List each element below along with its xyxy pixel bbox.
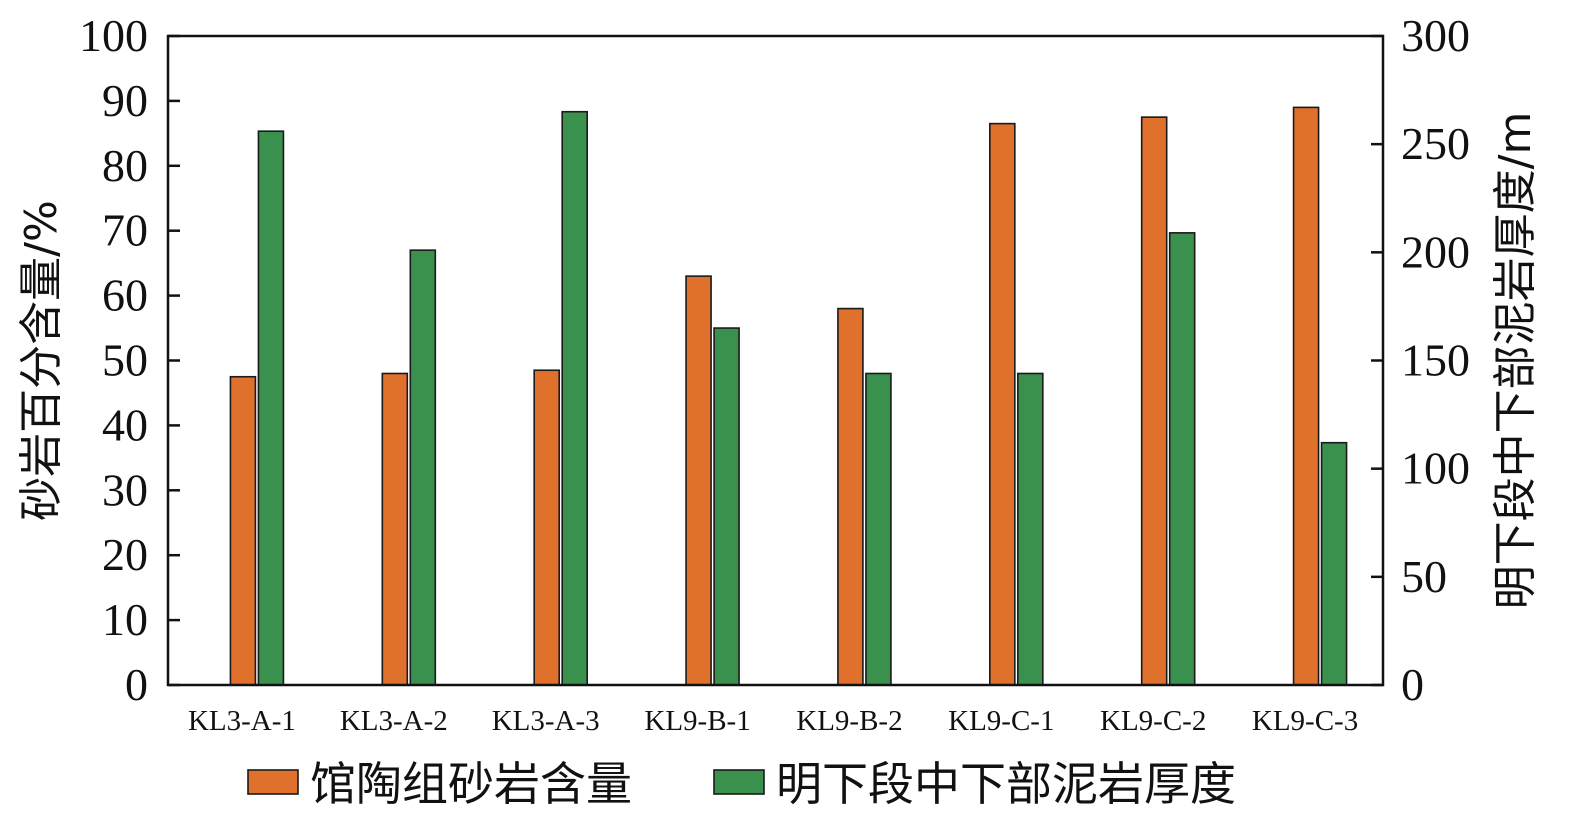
left-tick-label: 30 xyxy=(102,464,148,515)
bar-mudstone-thickness xyxy=(409,249,437,686)
left-tick-label: 100 xyxy=(79,10,148,61)
right-axis: 0 50 100 150 200 250 300 xyxy=(1371,10,1470,710)
right-tick-label: 250 xyxy=(1401,118,1470,169)
x-tick-label: KL9-C-2 xyxy=(1100,705,1206,737)
x-tick-label: KL9-B-1 xyxy=(644,705,750,737)
x-tick-label: KL9-C-1 xyxy=(948,705,1054,737)
bar-sandstone-content xyxy=(1292,106,1320,686)
bar-sandstone-content xyxy=(381,372,409,686)
legend: 馆陶组砂岩含量 明下段中下部泥岩厚度 xyxy=(247,757,1236,811)
bar-sandstone-content xyxy=(533,369,560,686)
bar-sandstone-content xyxy=(685,275,712,686)
legend-swatch-mudstone xyxy=(713,769,765,795)
legend-label-mudstone: 明下段中下部泥岩厚度 xyxy=(776,757,1236,811)
bars-group xyxy=(229,106,1348,686)
left-tick-label: 80 xyxy=(102,140,148,191)
left-axis: 0 10 20 30 40 50 60 70 80 90 100 xyxy=(79,10,180,710)
bar-sandstone-content xyxy=(229,375,257,686)
right-tick-label: 0 xyxy=(1401,659,1424,710)
right-tick-label: 150 xyxy=(1401,335,1470,386)
y-axis-title-right: 明下段中下部泥岩厚度/m xyxy=(1490,112,1541,610)
bar-mudstone-thickness xyxy=(1017,372,1044,686)
bar-sandstone-content xyxy=(1140,116,1168,686)
legend-swatch-sandstone xyxy=(247,769,299,795)
right-tick-label: 200 xyxy=(1401,226,1470,277)
left-tick-label: 60 xyxy=(102,270,148,321)
x-axis: KL3-A-1 KL3-A-2 KL3-A-3 KL9-B-1 KL9-B-2 KL9-C… xyxy=(188,705,1358,737)
bar-sandstone-content xyxy=(989,122,1016,686)
left-tick-label: 50 xyxy=(102,335,148,386)
bar-mudstone-thickness xyxy=(1168,232,1196,686)
bar-mudstone-thickness xyxy=(713,327,740,686)
x-tick-label: KL3-A-1 xyxy=(188,705,296,737)
left-tick-label: 40 xyxy=(102,399,148,450)
left-tick-label: 0 xyxy=(125,659,148,710)
y-axis-title-left: 砂岩百分含量/% xyxy=(16,200,67,521)
x-tick-label: KL3-A-3 xyxy=(492,705,600,737)
left-tick-label: 70 xyxy=(102,205,148,256)
right-tick-label: 300 xyxy=(1401,10,1470,61)
x-tick-label: KL9-C-3 xyxy=(1252,705,1358,737)
x-tick-label: KL3-A-2 xyxy=(340,705,448,737)
bar-mudstone-thickness xyxy=(865,372,892,686)
right-tick-label: 100 xyxy=(1401,443,1470,494)
left-tick-label: 90 xyxy=(102,75,148,126)
bar-mudstone-thickness xyxy=(257,130,285,686)
legend-label-sandstone: 馆陶组砂岩含量 xyxy=(310,757,632,811)
left-tick-label: 20 xyxy=(102,529,148,580)
bar-mudstone-thickness xyxy=(561,110,588,686)
x-tick-label: KL9-B-2 xyxy=(796,705,902,737)
right-tick-label: 50 xyxy=(1401,551,1447,602)
left-tick-label: 10 xyxy=(102,594,148,645)
bar-mudstone-thickness xyxy=(1320,441,1348,686)
bar-sandstone-content xyxy=(837,307,864,686)
plot-frame xyxy=(166,34,1385,687)
